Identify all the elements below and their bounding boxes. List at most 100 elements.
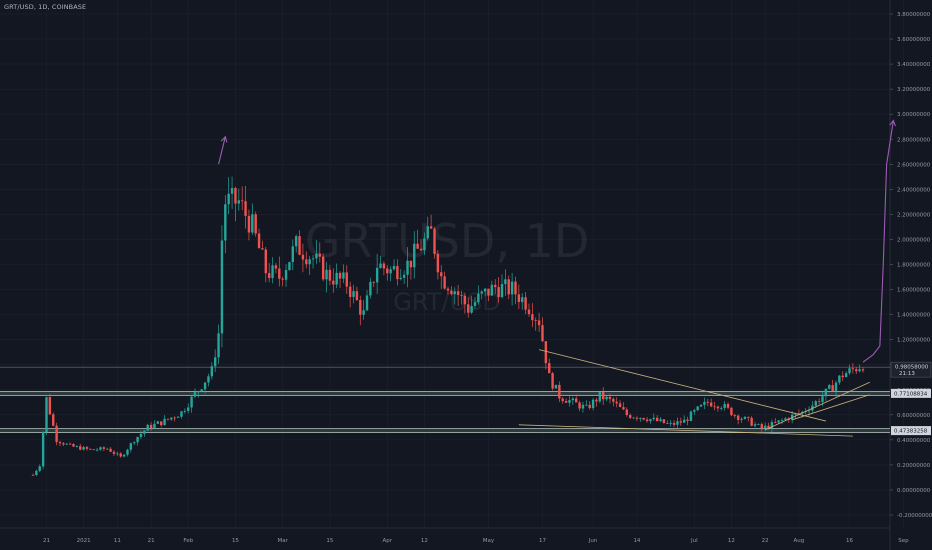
candle-body <box>669 422 672 424</box>
level-price-label: 0.47383258 <box>894 429 928 435</box>
watermark-main: GRTUSD, 1D <box>305 214 590 268</box>
y-tick-label: 3.40000000 <box>897 62 931 68</box>
candle-body <box>197 391 200 393</box>
candle-body <box>817 401 821 403</box>
candle-body <box>72 444 75 447</box>
candle-body <box>440 272 443 277</box>
candle-body <box>224 204 227 241</box>
candle-body <box>639 417 642 419</box>
arrow-head <box>220 135 228 143</box>
candle-body <box>652 417 656 420</box>
x-tick-label: 12 <box>421 538 428 544</box>
candle-body <box>153 423 156 429</box>
candle-body <box>612 398 615 402</box>
candle-body <box>797 413 801 415</box>
candle-body <box>160 421 163 426</box>
watermark-sub: GRT/USD <box>393 288 501 316</box>
candle-body <box>35 470 38 475</box>
candle-body <box>386 268 389 274</box>
candle-body <box>723 404 726 408</box>
x-tick-label: Apr <box>383 538 393 544</box>
y-tick-label: 1.40000000 <box>897 313 931 319</box>
candle-body <box>419 248 423 251</box>
candle-body <box>170 417 173 420</box>
candle-body <box>824 388 828 397</box>
candle-body <box>699 404 703 407</box>
candle-body <box>416 243 419 249</box>
candle-body <box>689 411 693 421</box>
candle-body <box>659 419 662 422</box>
candle-body <box>365 295 369 311</box>
candle-body <box>851 368 855 370</box>
y-tick-label: 3.20000000 <box>897 87 931 93</box>
candle-body <box>848 368 851 374</box>
x-tick-label: 11 <box>114 538 121 544</box>
candle-body <box>784 418 787 420</box>
candle-body <box>679 421 683 423</box>
candle-body <box>284 270 288 280</box>
candle-body <box>48 397 52 415</box>
x-tick-label: 21 <box>43 538 50 544</box>
candle-body <box>571 398 575 401</box>
candle-body <box>693 410 696 412</box>
candle-body <box>531 314 534 321</box>
candle-body <box>662 419 666 424</box>
candle-body <box>112 451 116 454</box>
candle-body <box>288 262 291 271</box>
candle-body <box>109 448 112 452</box>
price-axis[interactable]: 3.80000000 3.60000000 3.40000000 3.20000000… <box>890 12 932 519</box>
projection-arrows <box>218 119 896 363</box>
candle-body <box>220 240 224 334</box>
candle-body <box>500 284 504 298</box>
candle-body <box>278 268 281 279</box>
candle-body <box>470 305 473 313</box>
y-tick-label: 1.60000000 <box>897 288 931 294</box>
candle-body <box>527 309 531 315</box>
candle-body <box>257 233 261 249</box>
candle-body <box>68 443 72 445</box>
candle-body <box>382 263 386 269</box>
candle-body <box>460 295 463 296</box>
candle-body <box>210 366 214 377</box>
candle-body <box>406 260 409 275</box>
candle-body <box>473 302 477 306</box>
candle-body <box>554 384 558 389</box>
candle-body <box>247 215 251 233</box>
candle-body <box>730 407 733 416</box>
candle-body <box>487 288 490 296</box>
time-axis[interactable]: 21 2021 11 21 Feb 15 Mar 15 Apr 12 May 17 Jun 14 Jul 12… <box>43 538 909 544</box>
candle-body <box>521 297 524 303</box>
candle-body <box>187 407 190 411</box>
candle-body <box>838 375 841 383</box>
candle-body <box>780 419 784 421</box>
x-tick-label: 16 <box>846 538 853 544</box>
candle-body <box>122 454 126 457</box>
candle-body <box>831 385 834 391</box>
candle-body <box>230 188 234 194</box>
x-tick-label: May <box>483 538 495 544</box>
projection-path <box>862 120 894 363</box>
candle-body <box>622 407 625 410</box>
candle-body <box>649 419 652 422</box>
candle-body <box>79 446 82 450</box>
candle-body <box>750 417 753 426</box>
level-price-tag <box>891 426 931 436</box>
candle-body <box>342 272 345 279</box>
candle-body <box>844 373 848 378</box>
candle-body <box>855 369 858 372</box>
candle-body <box>858 369 861 372</box>
candle-body <box>166 418 170 420</box>
candle-body <box>176 416 180 418</box>
x-tick-label: 22 <box>762 538 769 544</box>
candle-body <box>146 424 149 431</box>
candle-body <box>298 236 301 255</box>
candle-body <box>139 433 143 438</box>
candle-body <box>770 422 774 429</box>
candle-body <box>75 446 79 448</box>
candle-body <box>524 297 527 310</box>
candle-body <box>767 425 770 429</box>
candle-body <box>119 453 122 457</box>
candle-body <box>396 266 399 280</box>
x-tick-label: Sep <box>898 538 909 544</box>
